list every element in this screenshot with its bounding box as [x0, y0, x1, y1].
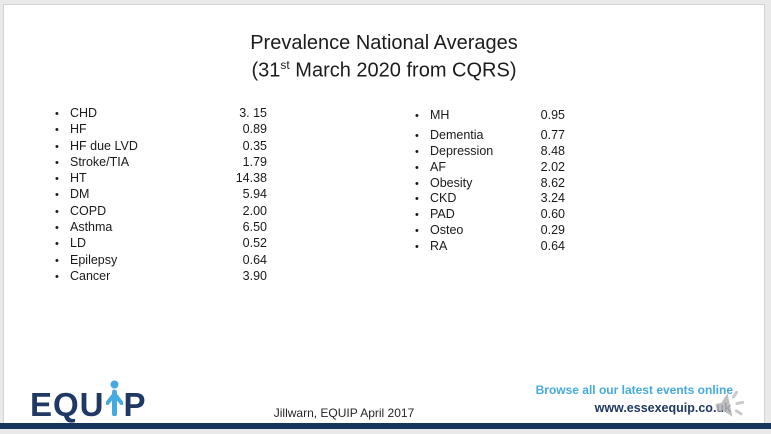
bullet-icon: •: [55, 222, 59, 235]
prevalence-value: 1.79: [242, 154, 267, 169]
slide-bottom-accent-bar: [0, 423, 771, 429]
equip-logo: EQU P: [30, 380, 147, 423]
list-item: • CHD 3. 15: [55, 106, 267, 122]
condition-label: HF: [70, 122, 87, 137]
prevalence-value: 5.94: [242, 187, 267, 202]
prevalence-value: 0.95: [540, 108, 565, 122]
bullet-icon: •: [415, 145, 419, 158]
condition-label: PAD: [430, 207, 455, 222]
prevalence-value: 3.24: [540, 191, 565, 206]
bullet-icon: •: [415, 241, 419, 254]
prevalence-value: 3. 15: [239, 106, 267, 120]
prevalence-list-right: • MH 0.95 • Dementia 0.77 • Depression 8.48 • AF 2.…: [415, 108, 565, 255]
prevalence-value: 2.00: [242, 203, 267, 218]
browse-events-link[interactable]: Browse all our latest events online: [535, 383, 733, 397]
bullet-icon: •: [55, 205, 59, 218]
bullet-icon: •: [55, 238, 59, 251]
condition-label: Obesity: [430, 175, 473, 190]
list-item: • Cancer 3.90: [55, 269, 267, 285]
list-item: • HT 14.38: [55, 171, 267, 187]
list-item: • COPD 2.00: [55, 204, 267, 220]
bullet-icon: •: [415, 177, 419, 190]
person-up-arrow-icon: [105, 380, 124, 421]
condition-label: Osteo: [430, 223, 464, 238]
bullet-icon: •: [415, 209, 419, 222]
equip-logo-text-right: P: [123, 386, 147, 423]
condition-label: Asthma: [70, 220, 113, 235]
condition-label: CHD: [70, 106, 98, 120]
condition-label: Dementia: [430, 127, 484, 142]
prevalence-value: 0.52: [242, 236, 267, 251]
prevalence-value: 8.62: [540, 175, 565, 190]
bullet-icon: •: [415, 161, 419, 174]
slide: Prevalence National Averages (31st March…: [3, 4, 765, 423]
bullet-icon: •: [415, 193, 419, 206]
website-link[interactable]: www.essexequip.co.uk: [594, 401, 731, 415]
prevalence-list-left: • CHD 3. 15 • HF 0.89 • HF due LVD 0.35 • Stroke/T…: [55, 106, 267, 285]
slide-title: Prevalence National Averages (31st March…: [4, 32, 764, 82]
condition-label: RA: [430, 239, 448, 254]
bullet-icon: •: [415, 129, 419, 142]
title-line-2-post: March 2020 from CQRS): [289, 59, 517, 82]
prevalence-value: 14.38: [235, 171, 267, 186]
list-item: • PAD 0.60: [415, 207, 565, 223]
list-item: • Dementia 0.77: [415, 128, 565, 144]
condition-label: MH: [430, 108, 450, 122]
list-item: • Stroke/TIA 1.79: [55, 155, 267, 171]
bullet-icon: •: [55, 156, 59, 169]
prevalence-value: 6.50: [242, 220, 267, 235]
bullet-icon: •: [55, 270, 59, 283]
bullet-icon: •: [55, 173, 59, 186]
title-line-1: Prevalence National Averages: [250, 32, 518, 54]
citation-text: Jillwarn, EQUIP April 2017: [273, 406, 415, 420]
condition-label: Epilepsy: [70, 252, 118, 267]
list-item: • Depression 8.48: [415, 144, 565, 160]
list-item: • AF 2.02: [415, 160, 565, 176]
condition-label: HT: [70, 171, 87, 186]
title-line-2-superscript: st: [280, 58, 290, 72]
list-item: • HF due LVD 0.35: [55, 139, 267, 155]
prevalence-value: 0.77: [540, 127, 565, 142]
list-item: • Obesity 8.62: [415, 176, 565, 192]
prevalence-value: 0.89: [242, 122, 267, 137]
prevalence-value: 0.64: [242, 252, 267, 267]
condition-label: HF due LVD: [70, 138, 138, 153]
condition-label: DM: [70, 187, 90, 202]
list-item: • Asthma 6.50: [55, 220, 267, 236]
prevalence-value: 2.02: [540, 159, 565, 174]
bullet-icon: •: [55, 140, 59, 153]
condition-label: LD: [70, 236, 86, 251]
condition-label: Stroke/TIA: [70, 154, 130, 169]
title-line-2-pre: (31: [251, 59, 281, 82]
list-item: • MH 0.95: [415, 108, 565, 124]
condition-label: COPD: [70, 203, 107, 218]
prevalence-value: 0.29: [540, 223, 565, 238]
bullet-icon: •: [55, 189, 59, 202]
list-item: • Epilepsy 0.64: [55, 253, 267, 269]
list-item: • DM 5.94: [55, 187, 267, 203]
condition-label: Cancer: [70, 268, 111, 283]
condition-label: CKD: [430, 191, 457, 206]
prevalence-value: 0.64: [540, 239, 565, 254]
bullet-icon: •: [415, 225, 419, 238]
bullet-icon: •: [55, 254, 59, 267]
equip-logo-text-left: EQU: [30, 386, 105, 423]
list-item: • LD 0.52: [55, 236, 267, 252]
bullet-icon: •: [55, 124, 59, 137]
list-item: • Osteo 0.29: [415, 223, 565, 239]
prevalence-value: 0.35: [242, 138, 267, 153]
speaker-audio-icon[interactable]: [709, 385, 751, 426]
title-line-2: (31st March 2020 from CQRS): [4, 54, 764, 82]
list-item: • RA 0.64: [415, 239, 565, 255]
prevalence-value: 8.48: [540, 143, 565, 158]
prevalence-value: 3.90: [242, 268, 267, 283]
bullet-icon: •: [415, 110, 419, 122]
bullet-icon: •: [55, 108, 59, 120]
prevalence-value: 0.60: [540, 207, 565, 222]
condition-label: AF: [430, 159, 446, 174]
list-item: • CKD 3.24: [415, 191, 565, 207]
condition-label: Depression: [430, 143, 494, 158]
list-item: • HF 0.89: [55, 122, 267, 138]
